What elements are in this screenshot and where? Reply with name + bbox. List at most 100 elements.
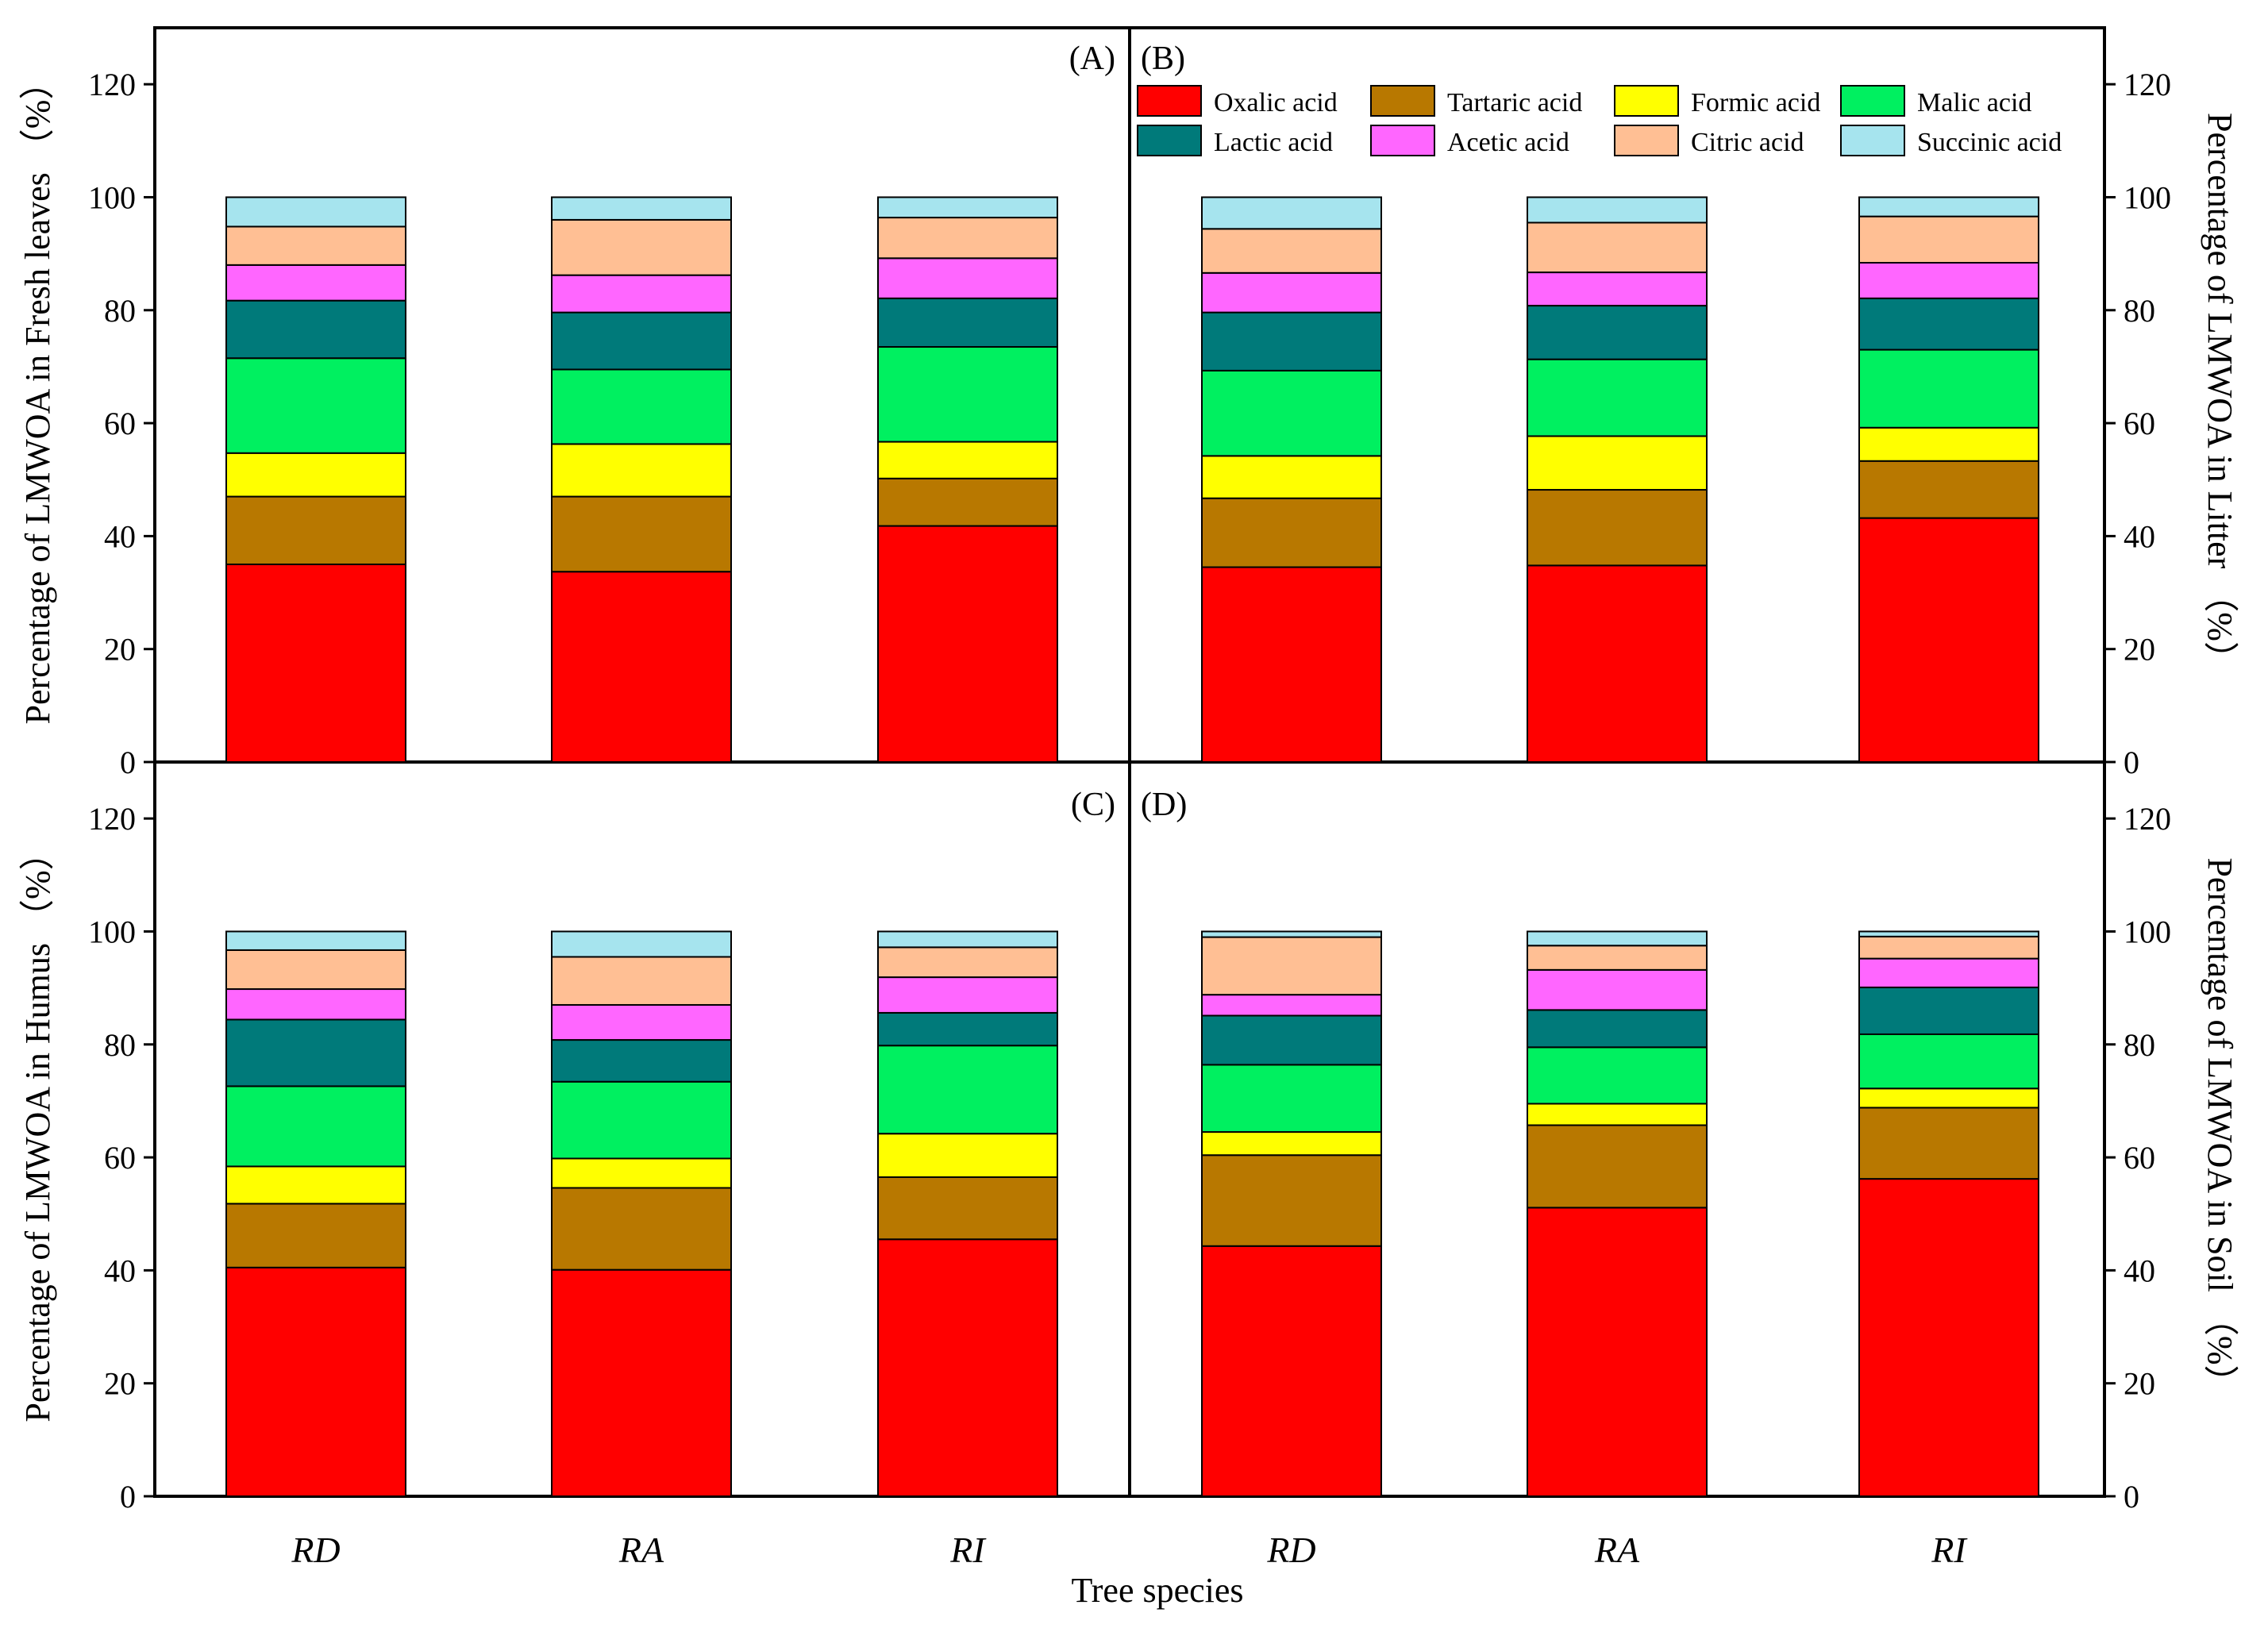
- bar-segment-citric-acid: [1527, 945, 1708, 971]
- bar-segment-formic-acid: [225, 1165, 406, 1205]
- bar-segment-lactic-acid: [225, 299, 406, 360]
- bar-segment-oxalic-acid: [551, 1268, 732, 1498]
- y-tick-label: 80: [104, 1027, 136, 1063]
- category-label-rd-right: RD: [1266, 1530, 1315, 1570]
- y-tick-label: 100: [88, 914, 136, 949]
- bar-segment-formic-acid: [551, 1157, 732, 1189]
- category-label-ra-right: RA: [1594, 1530, 1640, 1570]
- bar-segment-lactic-acid: [551, 311, 732, 371]
- bar-segment-oxalic-acid: [1201, 1245, 1382, 1497]
- legend-swatch: [1614, 85, 1679, 117]
- legend-swatch: [1370, 125, 1435, 156]
- y-axis-label-litter: Percentage of LMWOA in Litter （%）: [2201, 113, 2239, 676]
- bar-segment-succinic-acid: [551, 196, 732, 221]
- legend-label: Acetic acid: [1447, 128, 1569, 157]
- y-tick-label: 0: [120, 1479, 136, 1515]
- bar-segment-formic-acid: [877, 1133, 1058, 1178]
- bar-segment-lactic-acid: [1201, 1014, 1382, 1066]
- bar-segment-tartaric-acid: [1858, 1107, 2039, 1180]
- bar-segment-acetic-acid: [1858, 957, 2039, 988]
- y-tick-label: 80: [2124, 1027, 2155, 1063]
- bar-segment-acetic-acid: [877, 257, 1058, 299]
- bar-segment-succinic-acid: [1527, 196, 1708, 224]
- bar-segment-malic-acid: [1201, 369, 1382, 457]
- legend-swatch: [1840, 85, 1905, 117]
- bar-segment-succinic-acid: [225, 930, 406, 951]
- bar-segment-formic-acid: [225, 452, 406, 498]
- legend-swatch: [1614, 125, 1679, 156]
- y-tick-label: 20: [2124, 1366, 2155, 1402]
- y-tick-label: 40: [2124, 1253, 2155, 1288]
- bar-segment-tartaric-acid: [877, 477, 1058, 527]
- bar-segment-citric-acid: [1858, 935, 2039, 960]
- bar-segment-formic-acid: [1858, 1087, 2039, 1109]
- bar-segment-citric-acid: [877, 217, 1058, 260]
- legend-label: Succinic acid: [1917, 128, 2062, 157]
- y-tick-label: 0: [2124, 1479, 2139, 1515]
- y-tick-label: 20: [104, 632, 136, 668]
- legend-swatch: [1137, 125, 1202, 156]
- legend-label: Lactic acid: [1214, 128, 1333, 157]
- legend-swatch: [1370, 85, 1435, 117]
- bar-segment-succinic-acid: [1201, 196, 1382, 230]
- y-tick-label: 40: [2124, 518, 2155, 554]
- y-axis-label-fresh-leaves: Percentage of LMWOA in Fresh leaves （%）: [18, 65, 57, 725]
- bar-segment-acetic-acid: [1527, 968, 1708, 1011]
- y-tick-label: 120: [88, 801, 136, 837]
- y-tick-label: 120: [2124, 67, 2171, 102]
- bar-segment-succinic-acid: [1858, 930, 2039, 937]
- bar-segment-formic-acid: [1858, 426, 2039, 462]
- x-axis-label: Tree species: [1071, 1571, 1243, 1610]
- bar-segment-citric-acid: [225, 225, 406, 266]
- bar-segment-acetic-acid: [551, 274, 732, 314]
- bar-segment-tartaric-acid: [1201, 497, 1382, 568]
- bar-segment-citric-acid: [1201, 936, 1382, 996]
- bar-segment-lactic-acid: [551, 1039, 732, 1083]
- y-tick-label: 40: [104, 1253, 136, 1288]
- y-tick-label: 20: [2124, 632, 2155, 668]
- category-label-ra-left: RA: [618, 1530, 664, 1570]
- bar-segment-oxalic-acid: [225, 563, 406, 764]
- bar-segment-oxalic-acid: [1527, 564, 1708, 764]
- bar-segment-tartaric-acid: [551, 1187, 732, 1271]
- bar-segment-citric-acid: [225, 949, 406, 991]
- y-tick-label: 0: [120, 745, 136, 780]
- y-tick-label: 100: [88, 179, 136, 215]
- bar-segment-malic-acid: [1201, 1064, 1382, 1134]
- bar-segment-oxalic-acid: [551, 571, 732, 764]
- legend: Oxalic acid Tartaric acid Formic acid Malic…: [1137, 85, 2062, 157]
- bar-segment-formic-acid: [1201, 455, 1382, 499]
- y-tick-label: 60: [2124, 406, 2155, 441]
- y-axis-label-soil: Percentage of LMWOA in Soil （%）: [2201, 857, 2239, 1399]
- bar-segment-acetic-acid: [551, 1003, 732, 1041]
- bar-segment-citric-acid: [877, 946, 1058, 979]
- panel-layer: 0 20 40 60 80 100 120 0 20 40 60 80 100 120 0 20 40 60 80 1…: [88, 67, 2171, 1515]
- panel-label-d: (D): [1141, 787, 1187, 823]
- bar-segment-oxalic-acid: [877, 1238, 1058, 1497]
- bar-segment-succinic-acid: [1527, 930, 1708, 947]
- legend-label: Formic acid: [1691, 88, 1820, 117]
- bar-segment-oxalic-acid: [225, 1266, 406, 1497]
- bar-segment-malic-acid: [551, 368, 732, 445]
- bar-segment-formic-acid: [1527, 1103, 1708, 1126]
- y-axis-label-humus: Percentage of LMWOA in Humus （%）: [18, 835, 57, 1422]
- bar-segment-acetic-acid: [1858, 262, 2039, 299]
- bar-segment-citric-acid: [551, 218, 732, 276]
- y-tick-label: 80: [2124, 293, 2155, 329]
- panel-label-a: (A): [1069, 40, 1115, 77]
- bar-segment-tartaric-acid: [225, 1203, 406, 1268]
- bar-segment-tartaric-acid: [1527, 1124, 1708, 1209]
- bar-segment-lactic-acid: [877, 1011, 1058, 1047]
- legend-swatch: [1840, 125, 1905, 156]
- bar-segment-malic-acid: [1527, 358, 1708, 437]
- legend-label: Citric acid: [1691, 128, 1804, 157]
- category-label-ri-right: RI: [1931, 1530, 1968, 1570]
- bar-segment-succinic-acid: [877, 196, 1058, 219]
- bar-segment-succinic-acid: [551, 930, 732, 958]
- bar-segment-lactic-acid: [1858, 986, 2039, 1035]
- bar-segment-citric-acid: [551, 956, 732, 1006]
- bar-segment-oxalic-acid: [1858, 517, 2039, 763]
- legend-label: Malic acid: [1917, 88, 2031, 117]
- y-tick-label: 120: [88, 67, 136, 102]
